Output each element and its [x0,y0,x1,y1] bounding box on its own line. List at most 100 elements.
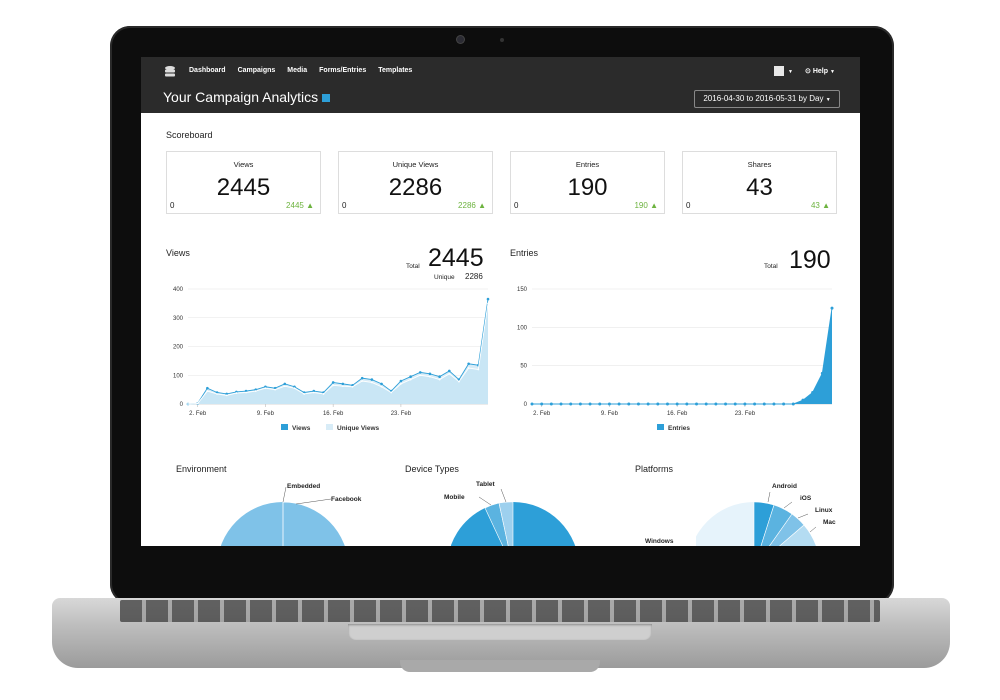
card-label: Entries [575,160,600,169]
data-point [370,378,374,381]
date-range-label: 2016-04-30 to 2016-05-31 by Day [703,94,824,103]
card-baseline: 0 [170,201,175,210]
x-tick-label: 23. Feb [735,411,756,417]
data-point [370,381,373,384]
chevron-down-icon[interactable]: ▼ [788,69,793,75]
data-point [438,375,441,378]
data-point [428,372,432,376]
data-point [467,362,470,366]
x-tick-label: 9. Feb [257,411,275,417]
data-point [733,402,737,406]
card-label: Views [233,160,254,169]
y-tick-label: 300 [173,316,184,322]
data-point [448,372,451,375]
pie-label-facebook: Facebook [331,496,362,503]
data-point [762,402,766,406]
nav-dashboard[interactable]: Dashboard [189,67,226,74]
platforms-title: Platforms [635,464,674,474]
nav-templates[interactable]: Templates [378,67,413,74]
pie-label-embedded: Embedded [287,483,321,490]
entries-chart: 0 50 100 150 2. Feb 9. Feb 16. Feb 23. Feb Entri… [517,287,834,432]
data-point [254,388,258,391]
card-delta: 2445 ▲ [286,201,314,210]
sensor-dot [500,38,504,42]
data-point [264,385,267,389]
data-point [540,402,544,406]
series-line-entries [532,308,833,405]
nav-campaigns[interactable]: Campaigns [237,67,276,74]
card-label: Shares [747,160,772,169]
data-point [598,402,602,406]
data-point [293,385,296,389]
data-point [607,402,611,406]
data-point [646,402,650,406]
card-value: 2445 [216,174,271,201]
data-point [341,382,345,386]
views-unique-label: Unique [434,274,455,281]
entries-total: 190 [789,246,831,274]
x-tick-label: 2. Feb [189,411,207,417]
data-point [675,402,679,406]
scoreboard-title: Scoreboard [166,130,213,140]
series-area-views [188,299,488,404]
data-point [312,389,316,393]
data-point [312,391,315,394]
nav-forms-entries[interactable]: Forms/Entries [319,67,367,74]
score-card-shares: Shares 43 0 43 ▲ [682,151,837,214]
y-tick-label: 150 [517,287,528,293]
triangle-up-icon: ▲ [650,201,658,210]
data-point [811,391,815,394]
data-point [244,389,248,393]
data-point [196,402,199,405]
data-point [477,368,480,371]
date-range-dropdown[interactable]: 2016-04-30 to 2016-05-31 by Day ▼ [694,90,840,108]
series-area-entries [532,308,832,404]
data-point [438,378,441,381]
data-point [830,306,834,310]
y-tick-label: 100 [173,373,184,379]
x-tick-label: 16. Feb [667,411,688,417]
data-point [820,371,824,375]
data-point [486,297,490,301]
legend-swatch [657,424,664,430]
data-point [390,391,393,394]
pie-slice-tablet [498,501,514,546]
data-point [409,378,412,381]
data-point [400,382,402,385]
nav-media[interactable]: Media [287,67,308,74]
card-baseline: 0 [686,201,691,210]
platforms-pie [696,491,817,546]
card-delta-value: 43 [810,201,820,210]
data-point [331,381,335,384]
data-point [245,391,247,394]
data-point [772,402,776,406]
data-point [283,385,286,388]
data-point [743,402,747,406]
database-logo-icon[interactable] [163,65,177,79]
views-chart-title: Views [166,248,190,258]
avatar[interactable] [774,66,784,76]
data-point [714,402,718,406]
score-card-entries: Entries 190 0 190 ▲ [510,151,665,214]
data-point [409,375,412,378]
cube-icon [322,94,331,103]
help-menu[interactable]: ⊙ Help ▼ [805,67,835,75]
data-point [273,386,277,390]
data-point [782,402,786,406]
pie-label-android: Android [772,483,797,490]
app-screen: Dashboard Campaigns Media Forms/Entries … [141,57,860,546]
data-point [724,402,728,406]
trackpad [348,624,652,640]
data-point [225,394,228,397]
card-delta-value: 2445 [286,201,304,210]
pie-label-mobile: Mobile [444,494,465,501]
x-tick-label: 2. Feb [533,411,551,417]
data-point [753,402,757,406]
data-point [467,367,470,369]
data-point [588,402,592,406]
card-delta-value: 2286 [458,201,476,210]
pie-label-mac: Mac [823,519,836,526]
views-total-label: Total [406,263,420,270]
y-tick-label: 100 [517,325,528,331]
data-point [216,393,218,395]
